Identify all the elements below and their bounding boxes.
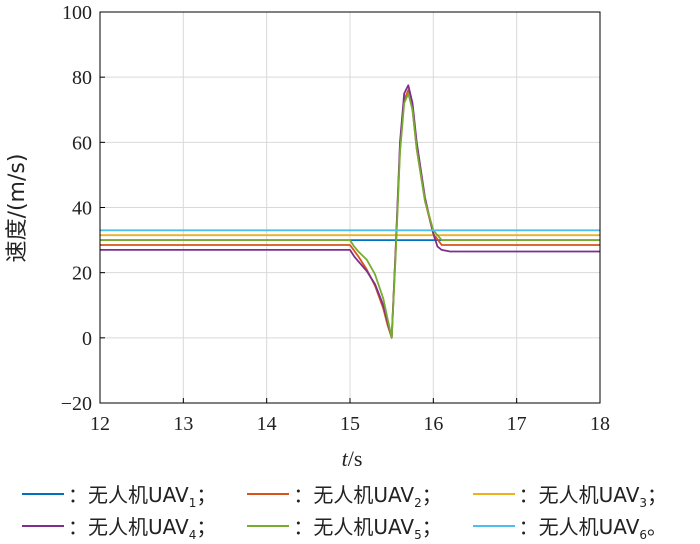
legend-row: ：无人机UAV4； ：无人机UAV5； ：无人机UAV6。 <box>22 510 698 542</box>
legend-swatch-uav1 <box>22 493 64 495</box>
grid <box>100 12 600 403</box>
x-tick-label: 12 <box>90 413 110 435</box>
legend-label-uav5: ：无人机UAV5； <box>293 514 442 542</box>
y-tick-label: 20 <box>72 263 92 285</box>
y-axis-label: 速度/(m/s) <box>5 154 30 263</box>
legend-label-uav4: ：无人机UAV4； <box>68 514 217 542</box>
y-tick-label: 80 <box>72 67 92 89</box>
legend-swatch-uav6 <box>472 525 515 527</box>
x-axis-variable: t <box>342 446 349 471</box>
legend-item-uav2: ：无人机UAV2； <box>247 479 472 510</box>
legend-item-uav3: ：无人机UAV3； <box>472 479 698 510</box>
y-tick-label: 100 <box>62 2 92 24</box>
x-tick-label: 16 <box>423 413 443 435</box>
legend-swatch-uav5 <box>247 525 290 527</box>
series-line-uav5 <box>100 92 600 339</box>
x-axis-unit: /s <box>348 446 363 471</box>
legend-swatch-uav2 <box>247 493 290 495</box>
legend-item-uav1: ：无人机UAV1； <box>22 479 247 510</box>
ticks: 12 13 14 15 16 17 18 −20 0 20 40 60 80 100 <box>61 2 610 435</box>
x-tick-label: 17 <box>507 413 527 435</box>
y-tick-label: 60 <box>72 132 92 154</box>
legend-swatch-uav4 <box>22 525 64 527</box>
legend: ：无人机UAV1； ：无人机UAV2； ：无人机UAV3； ：无人机UAV4； … <box>22 478 698 542</box>
chart: 12 13 14 15 16 17 18 −20 0 20 40 60 80 100 速度/(m/s) t… <box>5 2 610 471</box>
legend-label-uav6: ：无人机UAV6。 <box>518 514 668 542</box>
legend-label-uav2: ：无人机UAV2； <box>293 482 442 510</box>
legend-item-uav4: ：无人机UAV4； <box>22 511 247 542</box>
legend-item-uav5: ：无人机UAV5； <box>247 511 472 542</box>
x-tick-label: 13 <box>173 413 193 435</box>
legend-row: ：无人机UAV1； ：无人机UAV2； ：无人机UAV3； <box>22 478 698 510</box>
x-tick-label: 14 <box>257 413 277 435</box>
legend-swatch-uav3 <box>472 493 515 495</box>
legend-label-uav1: ：无人机UAV1； <box>68 482 217 510</box>
legend-item-uav6: ：无人机UAV6。 <box>472 511 698 542</box>
legend-label-uav3: ：无人机UAV3； <box>518 482 668 510</box>
y-tick-label: 0 <box>82 328 92 350</box>
x-axis-label: t/s <box>342 446 363 471</box>
x-tick-label: 18 <box>590 413 610 435</box>
x-tick-label: 15 <box>340 413 360 435</box>
y-tick-label: −20 <box>61 393 92 415</box>
series-layer <box>100 84 600 339</box>
y-tick-label: 40 <box>72 198 92 220</box>
